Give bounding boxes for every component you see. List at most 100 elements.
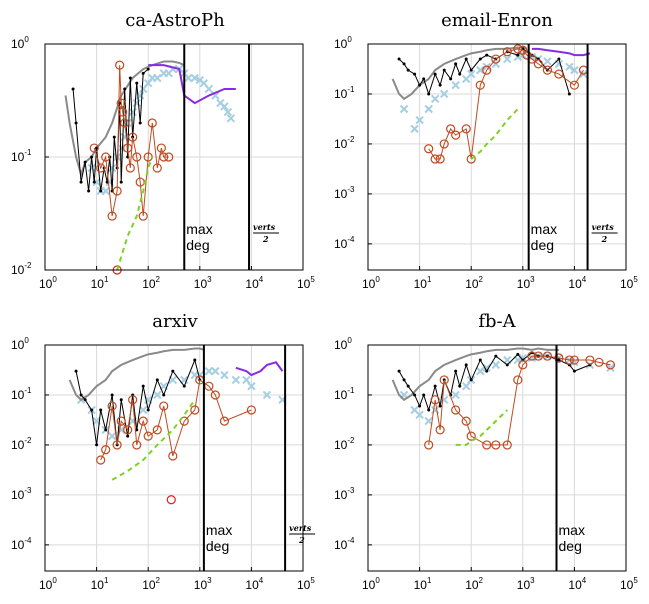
orange-series-point (128, 132, 138, 142)
axes-frame (44, 344, 304, 572)
cloud-point (482, 363, 491, 372)
black-series-point (123, 87, 127, 91)
x-tick-label: 103 (194, 275, 212, 291)
cloud-point (204, 84, 214, 94)
cloud-point (204, 366, 214, 376)
black-series-point (454, 369, 458, 373)
cloud-point (226, 114, 236, 123)
verts-half-label: verts (289, 523, 312, 533)
orange-series-point (143, 431, 153, 441)
black-series-point (442, 68, 446, 72)
orange-series-line (93, 65, 169, 217)
orange-series-point (430, 154, 440, 164)
x-tick-label: 105 (620, 576, 638, 592)
y-tick-label: 100 (11, 336, 29, 352)
cloud-point (466, 69, 476, 79)
chart-title: fb-A (478, 311, 516, 332)
green-dashed-line (455, 409, 508, 446)
black-series-point (402, 62, 406, 66)
black-series-point (557, 358, 561, 362)
black-series-point (494, 354, 498, 358)
orange-series-point (115, 60, 125, 70)
black-series-point (397, 369, 401, 373)
cloud-point (87, 163, 96, 173)
green-dashed-line (470, 108, 519, 160)
black-series-point (95, 443, 99, 447)
orange-series-point (491, 440, 501, 450)
x-tick-label: 100 (362, 275, 380, 291)
orange-series-point (159, 152, 169, 162)
black-series-point (141, 384, 145, 388)
black-series-point (74, 121, 78, 125)
orange-series-point (89, 143, 99, 153)
orange-series-point (101, 445, 111, 455)
orange-series-point (585, 355, 595, 365)
orange-series-point (435, 425, 445, 435)
y-tick-label: 10-2 (11, 436, 32, 452)
axes-frame (367, 344, 627, 572)
plot-area (45, 345, 303, 571)
x-tick-label: 105 (297, 576, 315, 592)
cloud-point (410, 124, 419, 134)
orange-series-point (513, 375, 523, 385)
cloud-point (180, 375, 189, 385)
black-series-point (193, 358, 197, 362)
orange-series-point (569, 355, 580, 365)
black-series-point (90, 408, 94, 412)
x-tick-label: 104 (245, 576, 263, 592)
orange-series-point (502, 47, 512, 57)
orange-series-point (439, 139, 449, 149)
black-series-point (406, 384, 410, 388)
y-tick-label: 10-1 (11, 148, 32, 164)
orange-series-point (107, 211, 117, 221)
verts-half-label: 2 (601, 234, 608, 244)
black-series-point (557, 57, 561, 61)
orange-series-point (107, 401, 117, 411)
green-dashed-line (111, 399, 196, 481)
black-series-point (433, 384, 437, 388)
black-series-point (71, 87, 75, 91)
black-series-point (458, 384, 462, 388)
black-series-point (162, 393, 166, 397)
x-tick-label: 103 (517, 275, 535, 291)
orange-series-point (475, 80, 485, 90)
black-series-point (418, 83, 422, 87)
orange-series-point (112, 440, 122, 450)
cloud-point (606, 363, 615, 372)
y-tick-label: 10-2 (334, 436, 355, 452)
orange-series-point (246, 405, 256, 415)
y-tick-label: 10-1 (334, 386, 355, 402)
black-series-point (406, 68, 410, 72)
orange-series-point (120, 118, 130, 128)
orange-series-point (605, 360, 616, 370)
orange-series-point (123, 143, 133, 153)
orange-series-point (125, 163, 135, 173)
cloud-point (107, 431, 117, 441)
orange-series-line (428, 355, 611, 446)
black-series-point (112, 135, 116, 139)
x-tick-label: 103 (194, 576, 212, 592)
x-tick-label: 102 (465, 576, 483, 592)
black-series-point (469, 68, 473, 72)
outlier-point (166, 495, 176, 505)
black-series-point (171, 369, 175, 373)
black-series-point (87, 189, 91, 193)
orange-series-point (518, 360, 528, 370)
orange-series-point (116, 98, 126, 108)
black-series-point (79, 393, 83, 397)
y-tick-label: 100 (334, 35, 352, 51)
purple-series-line (235, 361, 284, 377)
gray-series-line (68, 347, 205, 402)
cloud-point (476, 366, 485, 376)
y-tick-label: 10-2 (334, 135, 355, 151)
orange-series-point (451, 405, 461, 415)
y-tick-label: 10-3 (334, 185, 355, 201)
plot-area (368, 44, 626, 270)
max-deg-label: deg (531, 237, 554, 253)
black-series-point (567, 92, 571, 96)
orange-series-point (159, 401, 169, 411)
cloud-point (451, 390, 460, 400)
